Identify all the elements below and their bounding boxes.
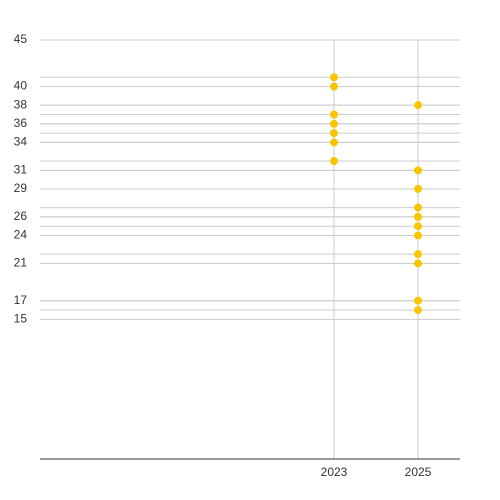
scatter-point: [414, 184, 422, 193]
scatter-point: [414, 101, 422, 110]
scatter-point: [414, 250, 422, 259]
scatter-point: [330, 73, 338, 82]
scatter-point: [414, 231, 422, 240]
y-tick-label: 34: [14, 135, 28, 149]
scatter-point: [330, 110, 338, 119]
scatter-point: [414, 222, 422, 231]
scatter-point: [330, 129, 338, 138]
scatter-point: [414, 166, 422, 175]
y-tick-label: 26: [14, 209, 28, 223]
y-tick-label: 40: [14, 79, 28, 93]
scatter-point: [414, 306, 422, 315]
scatter-point: [330, 138, 338, 147]
scatter-point: [414, 212, 422, 221]
scatter-point: [414, 203, 422, 212]
x-tick-label: 2025: [405, 465, 432, 479]
y-tick-label: 15: [14, 312, 28, 326]
y-tick-label: 45: [14, 32, 28, 46]
scatter-point: [414, 296, 422, 305]
y-tick-label: 17: [14, 293, 28, 307]
scatter-point: [414, 259, 422, 268]
y-tick-label: 36: [14, 116, 28, 130]
x-tick-label: 2023: [321, 465, 348, 479]
y-tick-label: 31: [14, 163, 28, 177]
scatter-point: [330, 82, 338, 91]
y-tick-label: 24: [14, 228, 28, 242]
y-tick-label: 38: [14, 97, 28, 111]
y-tick-label: 29: [14, 181, 28, 195]
scatter-point: [330, 119, 338, 128]
y-tick-label: 21: [14, 256, 28, 270]
scatter-point: [330, 157, 338, 166]
